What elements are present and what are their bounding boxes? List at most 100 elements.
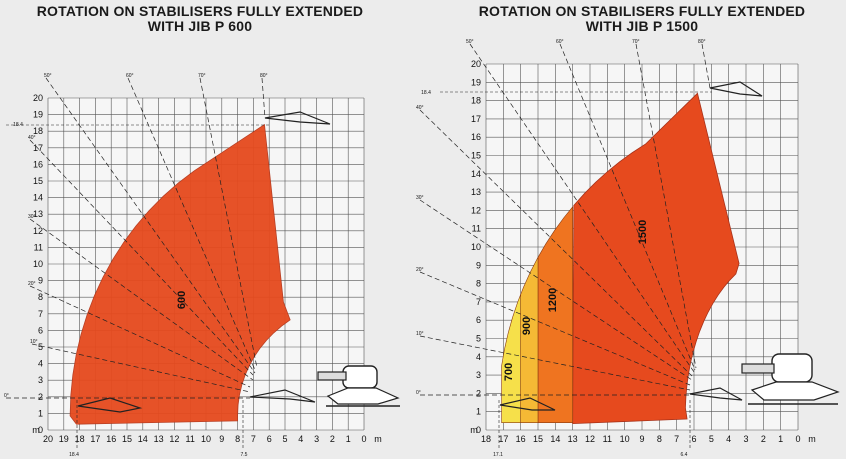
angle-ray	[469, 43, 695, 373]
max-height-label: 18.4	[421, 90, 431, 96]
zone-label-1200: 1200	[547, 288, 559, 312]
y-tick-label: 17	[471, 114, 481, 124]
x-tick-label: 10	[201, 434, 211, 444]
angle-label-3: 30°	[416, 195, 424, 201]
x-tick-label: 5	[282, 434, 287, 444]
telehandler-icon	[741, 353, 840, 405]
y-axis-unit: m	[470, 425, 478, 435]
x-tick-label: 12	[169, 434, 179, 444]
x-tick-label: 13	[568, 434, 578, 444]
y-tick-label: 1	[38, 408, 43, 418]
x-tick-label: 1	[346, 434, 351, 444]
x-tick-label: 3	[743, 434, 748, 444]
cab-shape	[771, 353, 813, 383]
y-tick-label: 7	[476, 297, 481, 307]
load-zone-1500	[572, 92, 740, 425]
x-tick-label: 6	[267, 434, 272, 444]
angle-ray	[635, 43, 697, 369]
y-tick-label: 19	[471, 77, 481, 87]
chart-title-left-line1: ROTATION ON STABILISERS FULLY EXTENDED	[36, 3, 364, 19]
y-tick-label: 3	[476, 370, 481, 380]
x-tick-label: 3	[314, 434, 319, 444]
chart-title-left-line2: WITH JIB P 600	[147, 18, 253, 34]
x-tick-label: 15	[533, 434, 543, 444]
chart-title-right-line2: WITH JIB P 1500	[585, 18, 699, 34]
angle-ray	[559, 43, 696, 371]
x-tick-label: 7	[251, 434, 256, 444]
jib-icon	[499, 397, 556, 411]
y-tick-label: 3	[38, 375, 43, 385]
x-tick-label: 17	[90, 434, 100, 444]
y-tick-label: 1	[476, 407, 481, 417]
x-tick-label: 11	[603, 434, 612, 444]
chassis-shape	[750, 381, 840, 401]
angle-label-4: 40°	[28, 135, 36, 141]
jib-icon	[77, 397, 143, 413]
x-tick-label: 8	[235, 434, 240, 444]
y-tick-label: 6	[476, 315, 481, 325]
load-zone-700	[501, 294, 521, 423]
chassis-shape	[326, 387, 400, 405]
y-tick-label: 2	[38, 392, 43, 402]
chart-title-left: ROTATION ON STABILISERS FULLY EXTENDED W…	[0, 4, 400, 34]
y-tick-label: 14	[471, 169, 481, 179]
angle-label-0: 0°	[416, 390, 421, 396]
x-tick-label: 19	[59, 434, 69, 444]
angle-label-5: 50°	[466, 39, 474, 45]
x-tick-label: 0	[795, 434, 800, 444]
angle-label-1: 10°	[416, 331, 424, 337]
min-reach-label: 6.4	[681, 452, 688, 458]
chart-grid-left: 20 19 18 17 16 15 14 13 12 11 10 9 8 7 6 5 4 3 2 1 001234567…	[4, 73, 400, 458]
y-tick-label: 0	[38, 425, 43, 435]
angle-ray	[29, 218, 254, 381]
x-tick-label: 13	[154, 434, 164, 444]
y-tick-label: 18	[471, 96, 481, 106]
x-tick-label: 10	[620, 434, 630, 444]
x-tick-label: 6	[691, 434, 696, 444]
x-tick-label: 16	[106, 434, 116, 444]
x-tick-label: 16	[516, 434, 526, 444]
y-tick-label: 4	[38, 359, 43, 369]
angle-label-1: 10°	[30, 339, 38, 345]
angle-label-5: 50°	[44, 73, 52, 79]
x-tick-label: 18	[75, 434, 85, 444]
y-tick-label: 8	[476, 279, 481, 289]
y-tick-label: 5	[476, 334, 481, 344]
y-tick-label: 12	[33, 226, 43, 236]
x-tick-label: 17	[498, 434, 508, 444]
x-tick-label: 12	[585, 434, 595, 444]
zone-label-1500: 1500	[637, 220, 649, 244]
angle-ray	[31, 343, 251, 393]
angle-label-7: 70°	[632, 39, 640, 45]
y-tick-label: 18	[33, 126, 43, 136]
load-zone-900	[520, 256, 539, 423]
y-tick-label: 14	[33, 193, 43, 203]
angle-ray	[127, 77, 256, 371]
y-tick-label: 9	[476, 260, 481, 270]
y-tick-label: 7	[38, 309, 43, 319]
angle-label-4: 40°	[416, 105, 424, 111]
angle-ray	[419, 271, 691, 386]
y-tick-label: 10	[33, 259, 43, 269]
chart-title-right: ROTATION ON STABILISERS FULLY EXTENDED W…	[438, 4, 846, 34]
angle-ray	[199, 77, 258, 369]
x-axis-unit: m	[808, 434, 816, 444]
zone-label-700: 700	[503, 363, 515, 381]
boom-shape	[317, 371, 347, 381]
x-tick-label: 8	[657, 434, 662, 444]
y-tick-label: 17	[33, 143, 43, 153]
angle-ray	[261, 77, 266, 119]
y-tick-label: 15	[471, 151, 481, 161]
angle-ray	[29, 139, 254, 376]
x-tick-label: 18	[481, 434, 491, 444]
y-tick-label: 0	[476, 425, 481, 435]
x-tick-label: 0	[361, 434, 366, 444]
x-tick-label: 15	[122, 434, 132, 444]
zone-label-900: 900	[521, 317, 533, 335]
chart-grid-right: 18 17 16 15 14 13 12 11 10 9 8 7 6 5 4 3 2 1 0012345678910…	[416, 39, 840, 458]
load-zone-600	[69, 123, 291, 425]
x-tick-label: 14	[550, 434, 560, 444]
angle-ray	[419, 199, 693, 381]
x-tick-label: 4	[726, 434, 731, 444]
